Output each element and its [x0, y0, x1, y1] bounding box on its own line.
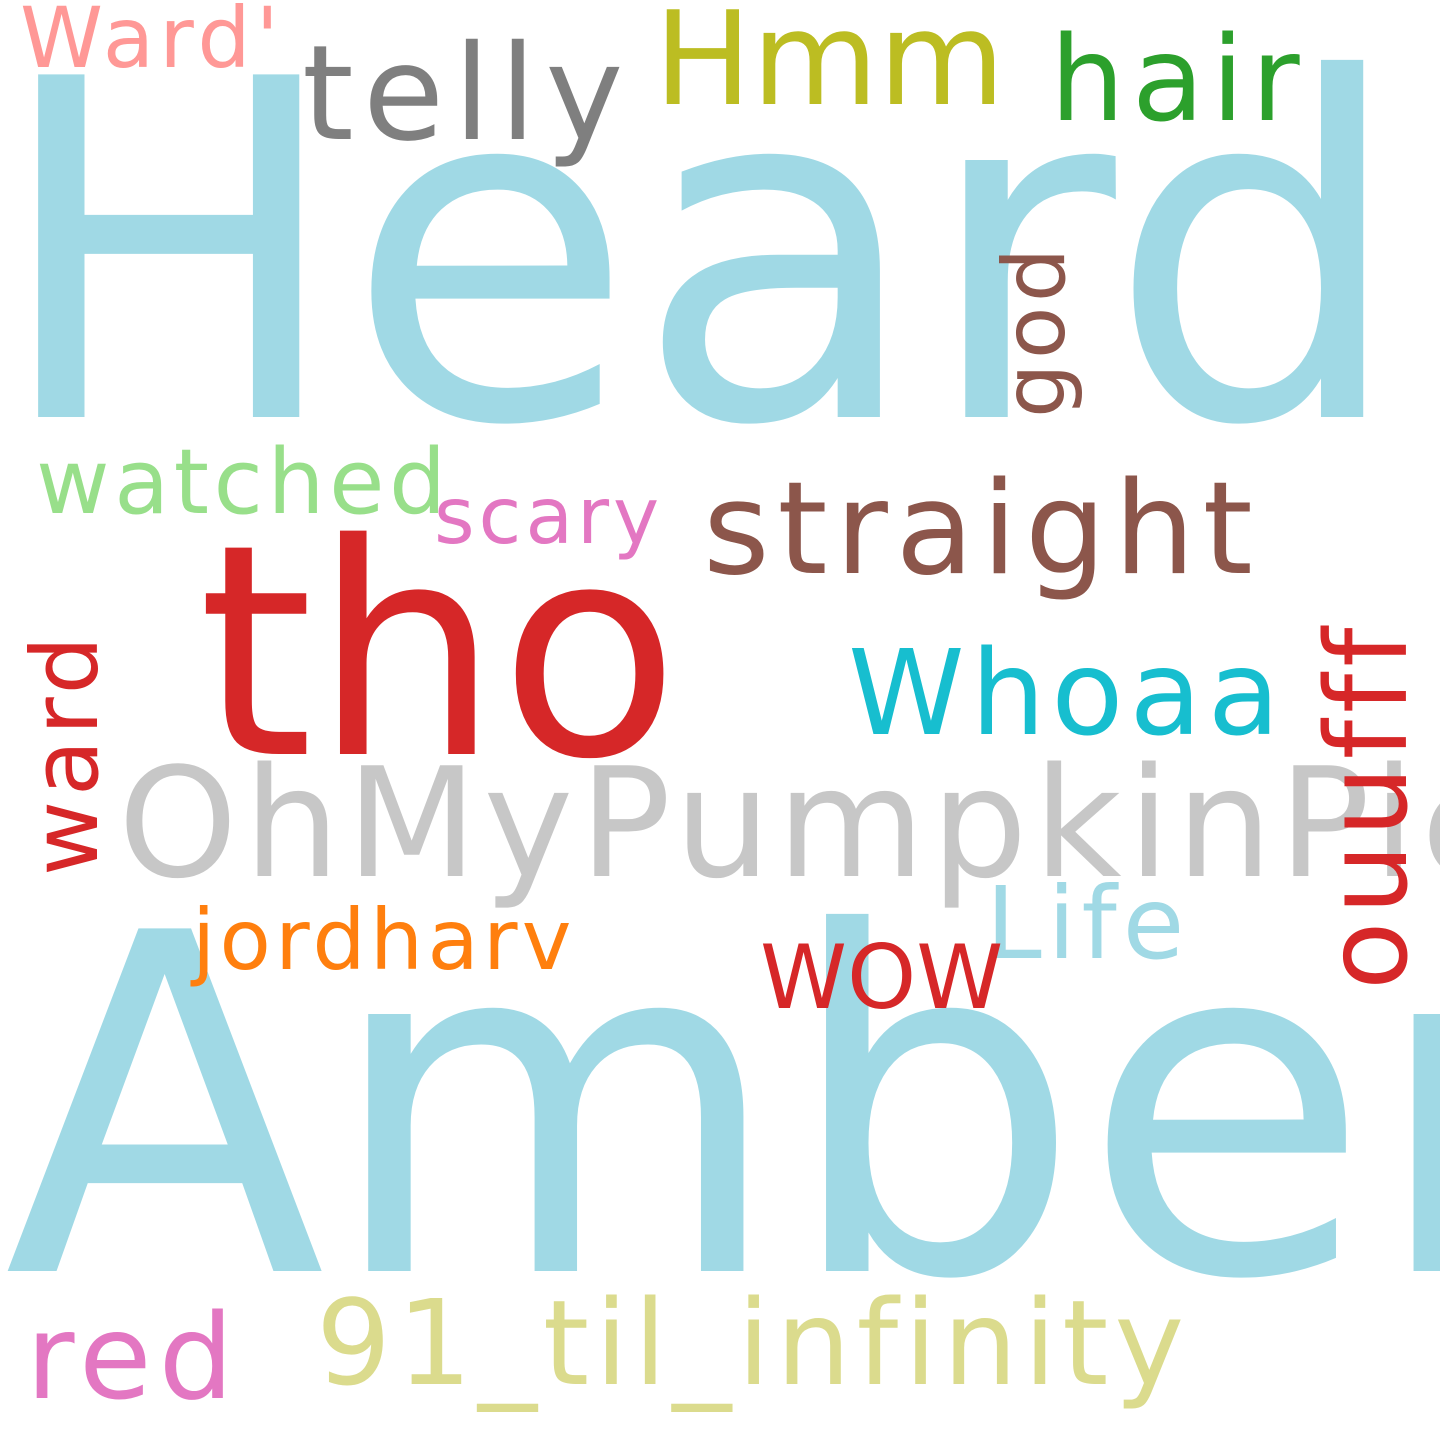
word-ouufff: ouufff — [1303, 620, 1433, 990]
word-wow: WOW — [760, 926, 1004, 1029]
word-ward-quote: Ward' — [20, 0, 284, 87]
word-life: Life — [986, 865, 1191, 982]
word-amber: Amber — [4, 835, 1440, 1382]
word-ward: ward — [12, 631, 119, 876]
word-ohmypumpkinpie: OhMyPumpkinPie — [118, 735, 1440, 912]
word-hair: hair — [1050, 10, 1307, 148]
word-hmm: Hmm — [654, 0, 1006, 135]
word-tho: tho — [198, 482, 680, 824]
word-god: god — [985, 243, 1085, 418]
word-jordharv: jordharv — [192, 891, 576, 989]
word-scary: scary — [434, 472, 664, 562]
word-91-til-infinity: 91_til_infinity — [316, 1274, 1191, 1412]
word-straight: straight — [703, 455, 1261, 604]
word-red: red — [26, 1288, 241, 1426]
word-telly: telly — [302, 17, 633, 171]
word-heard: Heard — [0, 0, 1406, 528]
word-watched: watched — [36, 430, 451, 535]
word-whoaa: Whoaa — [848, 624, 1286, 762]
